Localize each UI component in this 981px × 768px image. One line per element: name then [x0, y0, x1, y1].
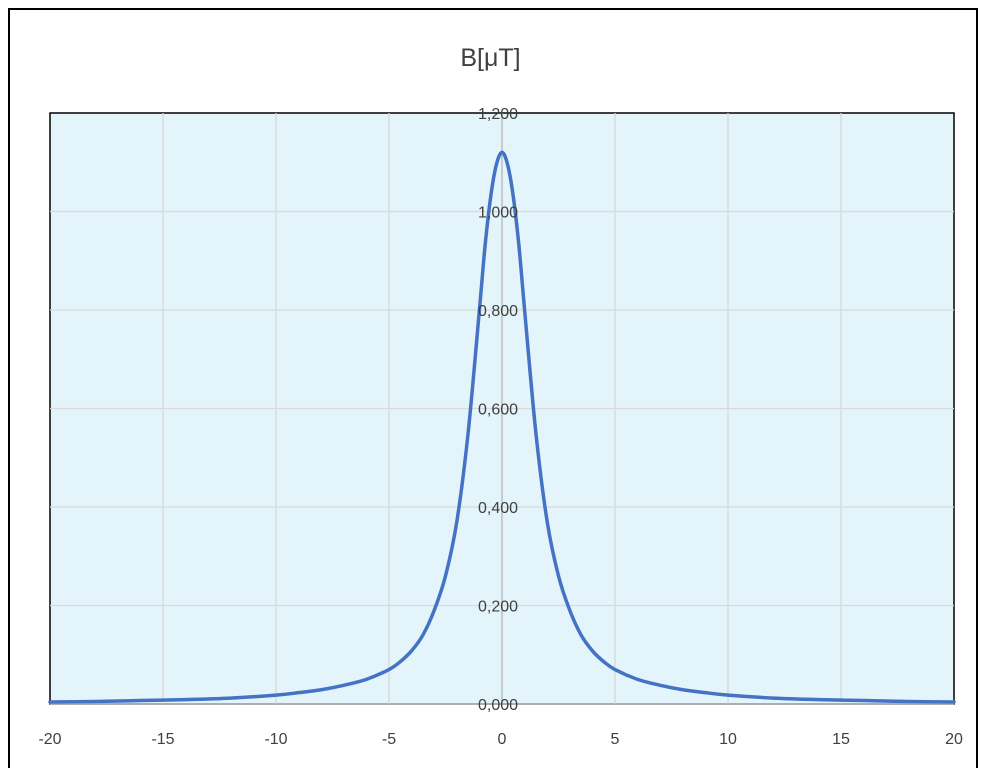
x-tick-label: -20	[38, 731, 61, 748]
x-tick-label: 5	[611, 731, 620, 748]
chart-title: B[μT]	[460, 44, 521, 72]
x-tick-labels: -20 -15 -10 -5 0 5 10 15 20	[38, 731, 963, 748]
y-tick-label: 1,200	[478, 106, 518, 123]
x-tick-label: 15	[832, 731, 850, 748]
x-tick-label: -15	[151, 731, 174, 748]
y-tick-label: 0,400	[478, 500, 518, 517]
x-tick-label: 20	[945, 731, 963, 748]
x-tick-label: -10	[264, 731, 287, 748]
y-tick-label: 0,000	[478, 697, 518, 714]
y-tick-labels: 0,000 0,200 0,400 0,600 0,800 1,000 1,200	[478, 106, 518, 714]
series-line-b	[48, 150, 956, 704]
x-tick-label: 10	[719, 731, 737, 748]
y-tick-label: 1,000	[478, 205, 518, 222]
x-tick-label: -5	[382, 731, 396, 748]
y-tick-label: 0,600	[478, 402, 518, 419]
y-tick-label: 0,800	[478, 303, 518, 320]
x-tick-label: 0	[498, 731, 507, 748]
y-tick-label: 0,200	[478, 599, 518, 616]
